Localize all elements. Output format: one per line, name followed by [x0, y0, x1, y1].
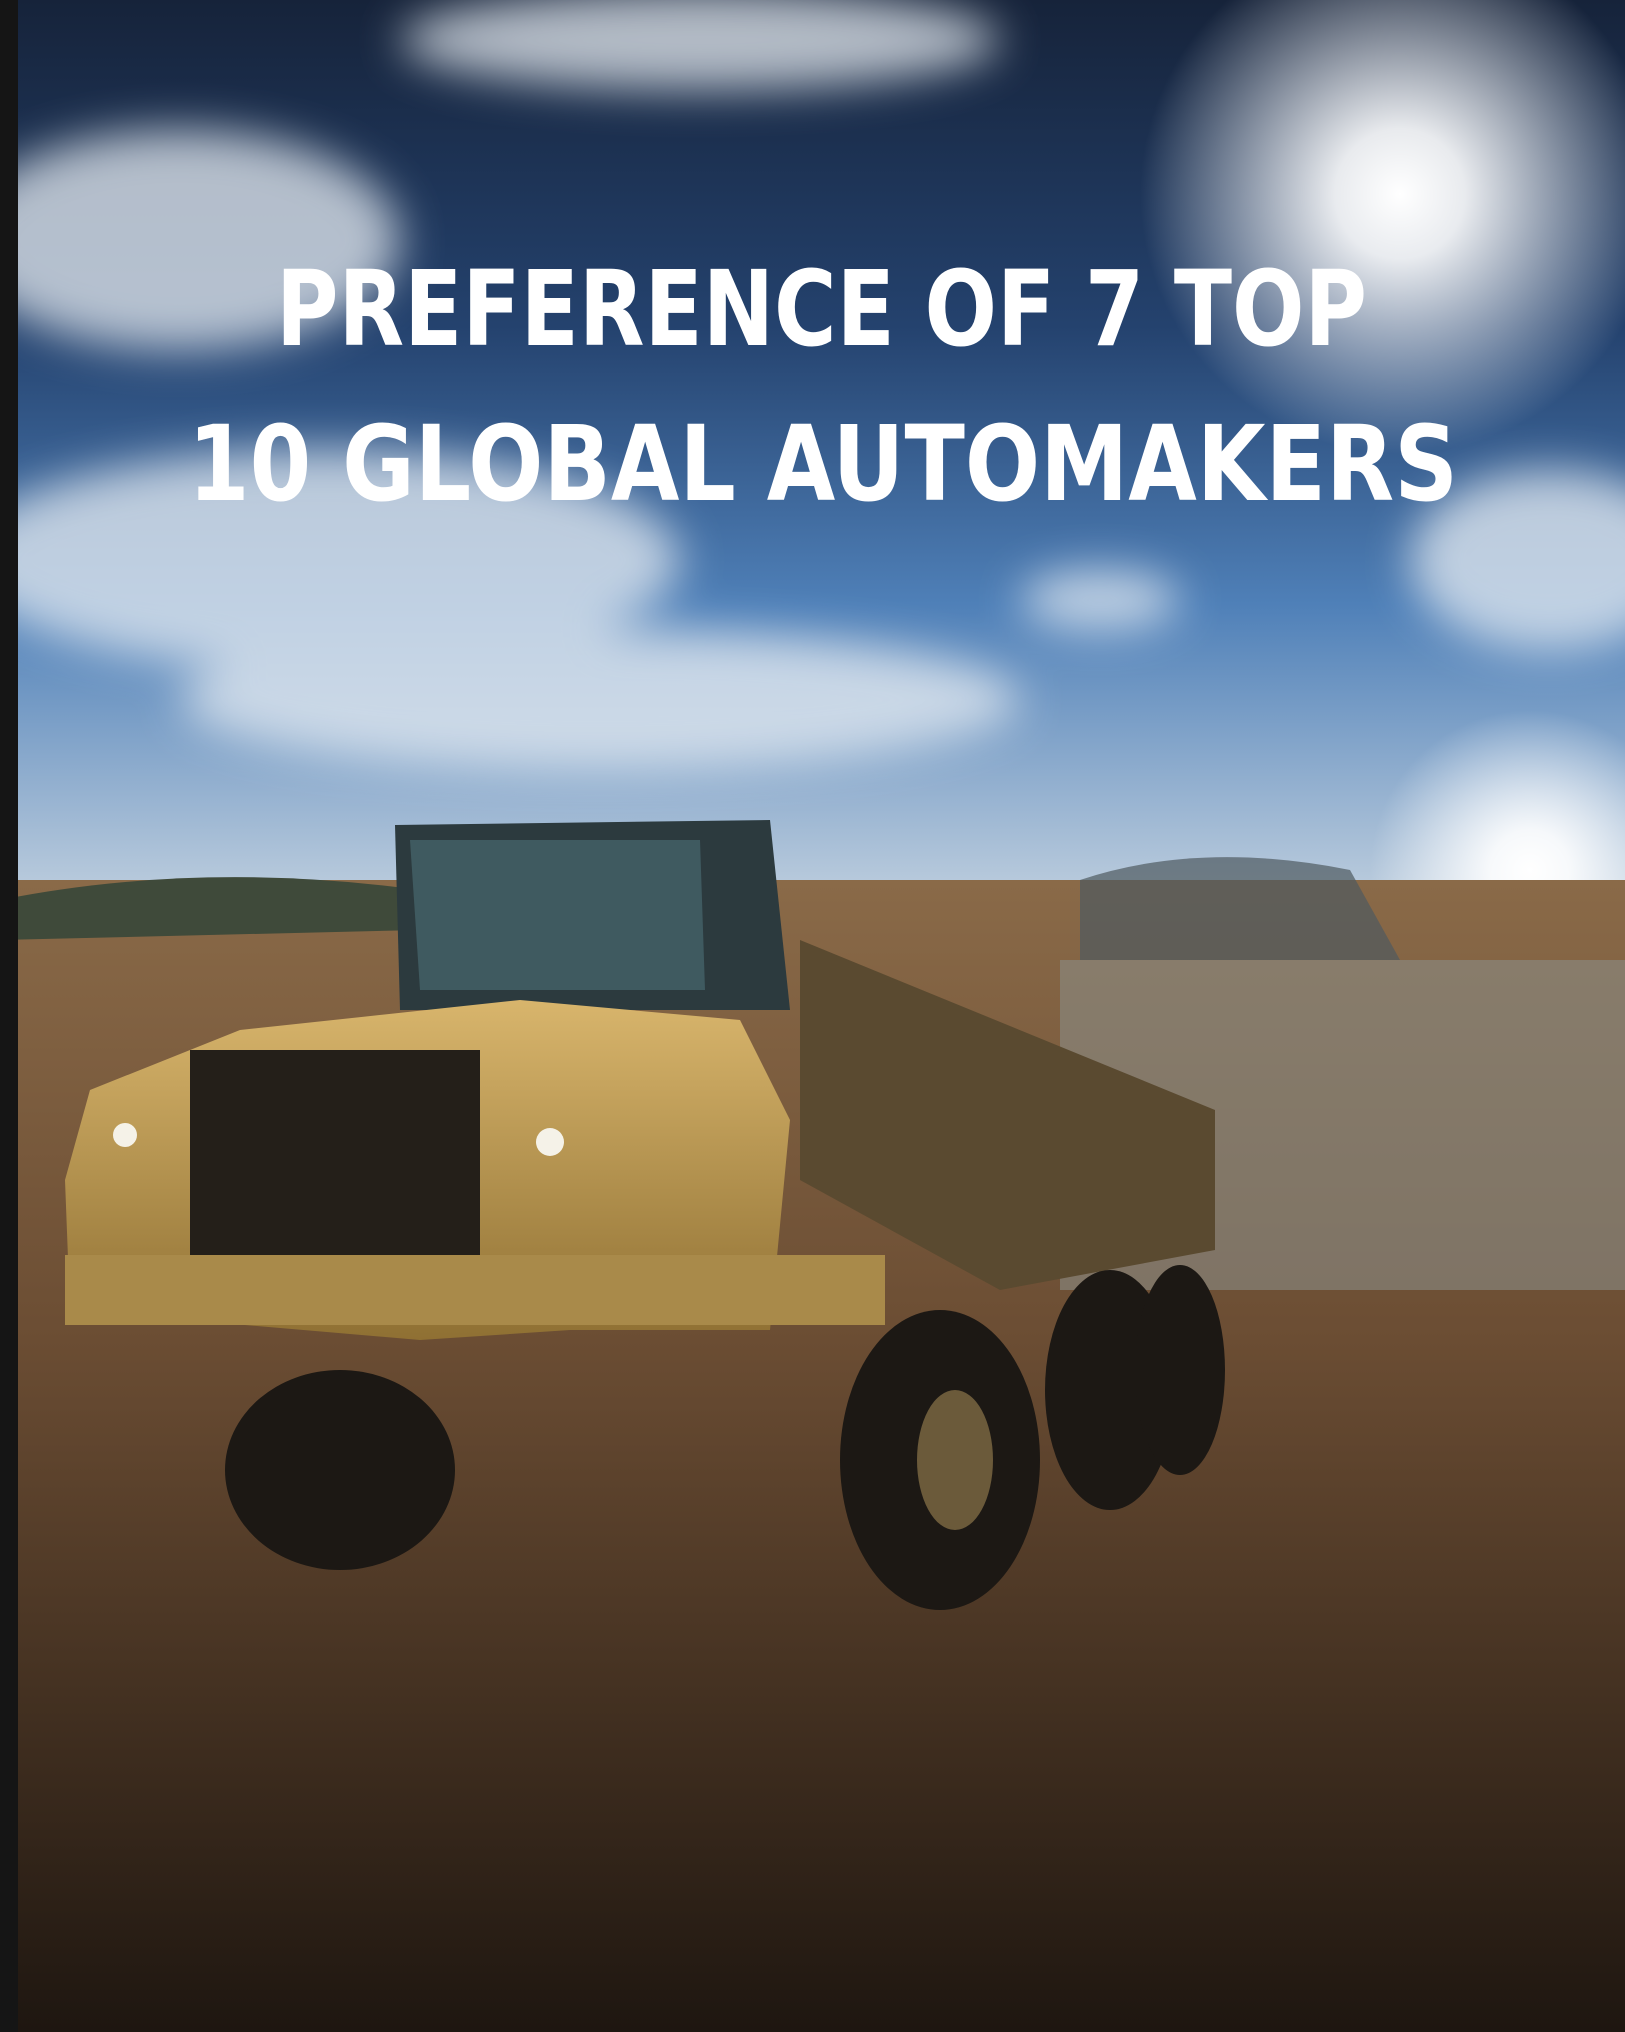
poster: PREFERENCE OF 7 TOP 10 GLOBAL AUTOMAKERS [0, 0, 1625, 2032]
page: PREFERENCE OF 7 TOP 10 GLOBAL AUTOMAKERS… [0, 0, 1625, 2032]
headline-line-1: PREFERENCE OF 7 TOP [276, 248, 1367, 370]
headline-line-2: 10 GLOBAL AUTOMAKERS [188, 403, 1458, 525]
